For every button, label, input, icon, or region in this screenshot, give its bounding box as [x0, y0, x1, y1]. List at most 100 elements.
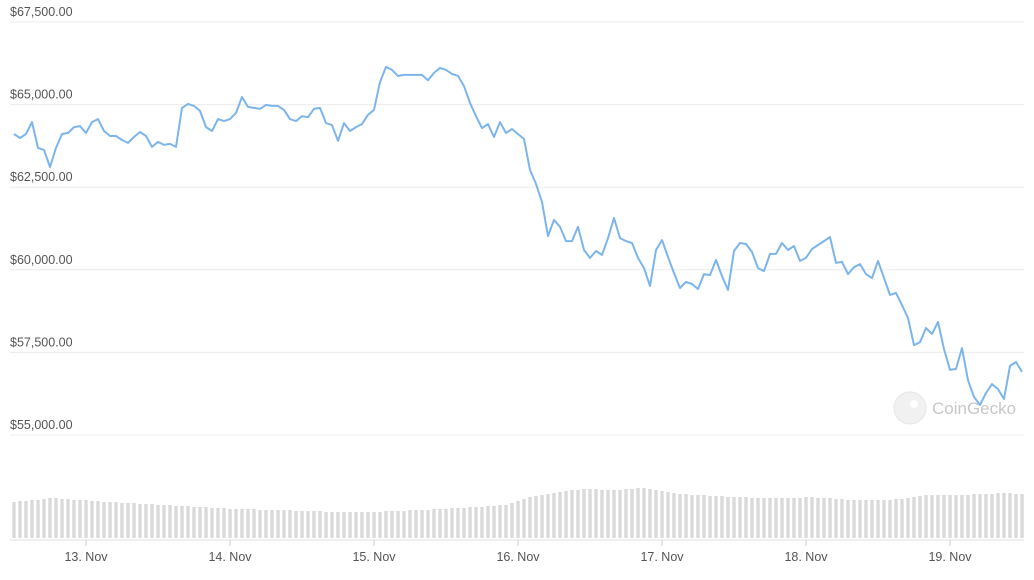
volume-bar [876, 500, 880, 538]
x-tick-label: 19. Nov [928, 550, 972, 564]
y-tick-label: $65,000.00 [10, 88, 73, 102]
volume-bar [396, 511, 400, 538]
volume-bar [276, 510, 280, 538]
volume-bar [672, 493, 676, 538]
x-tick-label: 16. Nov [496, 550, 540, 564]
volume-bar [498, 505, 502, 538]
volume-bar [162, 505, 166, 538]
volume-bar [510, 503, 514, 538]
volume-bar [288, 510, 292, 538]
volume-bar [918, 496, 922, 538]
volume-bar [768, 498, 772, 538]
volume-bar [630, 489, 634, 538]
volume-bar [654, 490, 658, 538]
volume-bar [300, 511, 304, 538]
volume-bar [570, 490, 574, 538]
volume-bar [48, 498, 52, 538]
volume-bar [78, 500, 82, 538]
volume-bar [18, 501, 22, 538]
y-tick-label: $67,500.00 [10, 5, 73, 19]
volume-bar [990, 494, 994, 538]
volume-bar [612, 490, 616, 538]
volume-bar [720, 496, 724, 538]
volume-bar [852, 500, 856, 538]
volume-bar [660, 491, 664, 538]
volume-bar [420, 510, 424, 538]
volume-bar [42, 499, 46, 538]
volume-bar [924, 495, 928, 538]
volume-bar [186, 506, 190, 538]
watermark-logo-eye [910, 400, 918, 408]
x-tick-label: 17. Nov [640, 550, 684, 564]
volume-bar [816, 498, 820, 538]
volume-bar [528, 497, 532, 538]
volume-bar [858, 500, 862, 538]
volume-bar [318, 511, 322, 538]
volume-bar [462, 508, 466, 538]
volume-bar [798, 498, 802, 538]
y-tick-label: $55,000.00 [10, 418, 73, 432]
volume-bar [378, 512, 382, 538]
volume-bar [786, 498, 790, 538]
y-tick-label: $60,000.00 [10, 253, 73, 267]
y-tick-label: $57,500.00 [10, 335, 73, 349]
volume-bar [426, 510, 430, 538]
volume-bar [1008, 493, 1012, 538]
volume-bar [54, 498, 58, 538]
volume-bar [156, 505, 160, 538]
volume-bar [606, 490, 610, 538]
volume-bar [984, 494, 988, 538]
volume-bar [240, 509, 244, 538]
watermark-text: CoinGecko [932, 399, 1016, 418]
volume-bar [576, 490, 580, 538]
volume-bar [210, 508, 214, 538]
volume-bar [702, 495, 706, 538]
volume-bar [90, 501, 94, 538]
volume-bar [882, 500, 886, 538]
volume-bar [1020, 494, 1024, 538]
volume-bar [966, 495, 970, 538]
volume-bar [246, 509, 250, 538]
volume-bar [726, 497, 730, 538]
volume-bar [588, 489, 592, 538]
volume-bar [216, 508, 220, 538]
volume-bar [198, 507, 202, 538]
volume-bar [432, 509, 436, 538]
volume-bar [114, 502, 118, 538]
volume-bar [330, 512, 334, 538]
volume-bar [348, 512, 352, 538]
volume-bar [822, 498, 826, 538]
volume-bar [456, 508, 460, 538]
volume-bar [864, 500, 868, 538]
volume-bar [930, 495, 934, 538]
volume-bar [792, 498, 796, 538]
volume-bar [228, 509, 232, 538]
volume-bar [270, 510, 274, 538]
volume-bar [60, 499, 64, 538]
y-tick-label: $62,500.00 [10, 170, 73, 184]
volume-bar [36, 500, 40, 538]
volume-bar [480, 507, 484, 538]
volume-bar [72, 500, 76, 538]
volume-bar [102, 502, 106, 538]
volume-bar [444, 509, 448, 538]
volume-bar [840, 499, 844, 538]
volume-bar [360, 512, 364, 538]
volume-bar [894, 499, 898, 538]
volume-bar [960, 495, 964, 538]
volume-bar [534, 496, 538, 538]
volume-bar [312, 511, 316, 538]
volume-bar [438, 509, 442, 538]
volume-bar [888, 500, 892, 538]
volume-bar [1014, 494, 1018, 538]
x-tick-label: 13. Nov [64, 550, 108, 564]
volume-bar [834, 499, 838, 538]
volume-bar [648, 489, 652, 538]
volume-bar [342, 512, 346, 538]
x-tick-label: 18. Nov [784, 550, 828, 564]
volume-bar [264, 510, 268, 538]
watermark: CoinGecko [893, 391, 1016, 425]
volume-bar [486, 506, 490, 538]
